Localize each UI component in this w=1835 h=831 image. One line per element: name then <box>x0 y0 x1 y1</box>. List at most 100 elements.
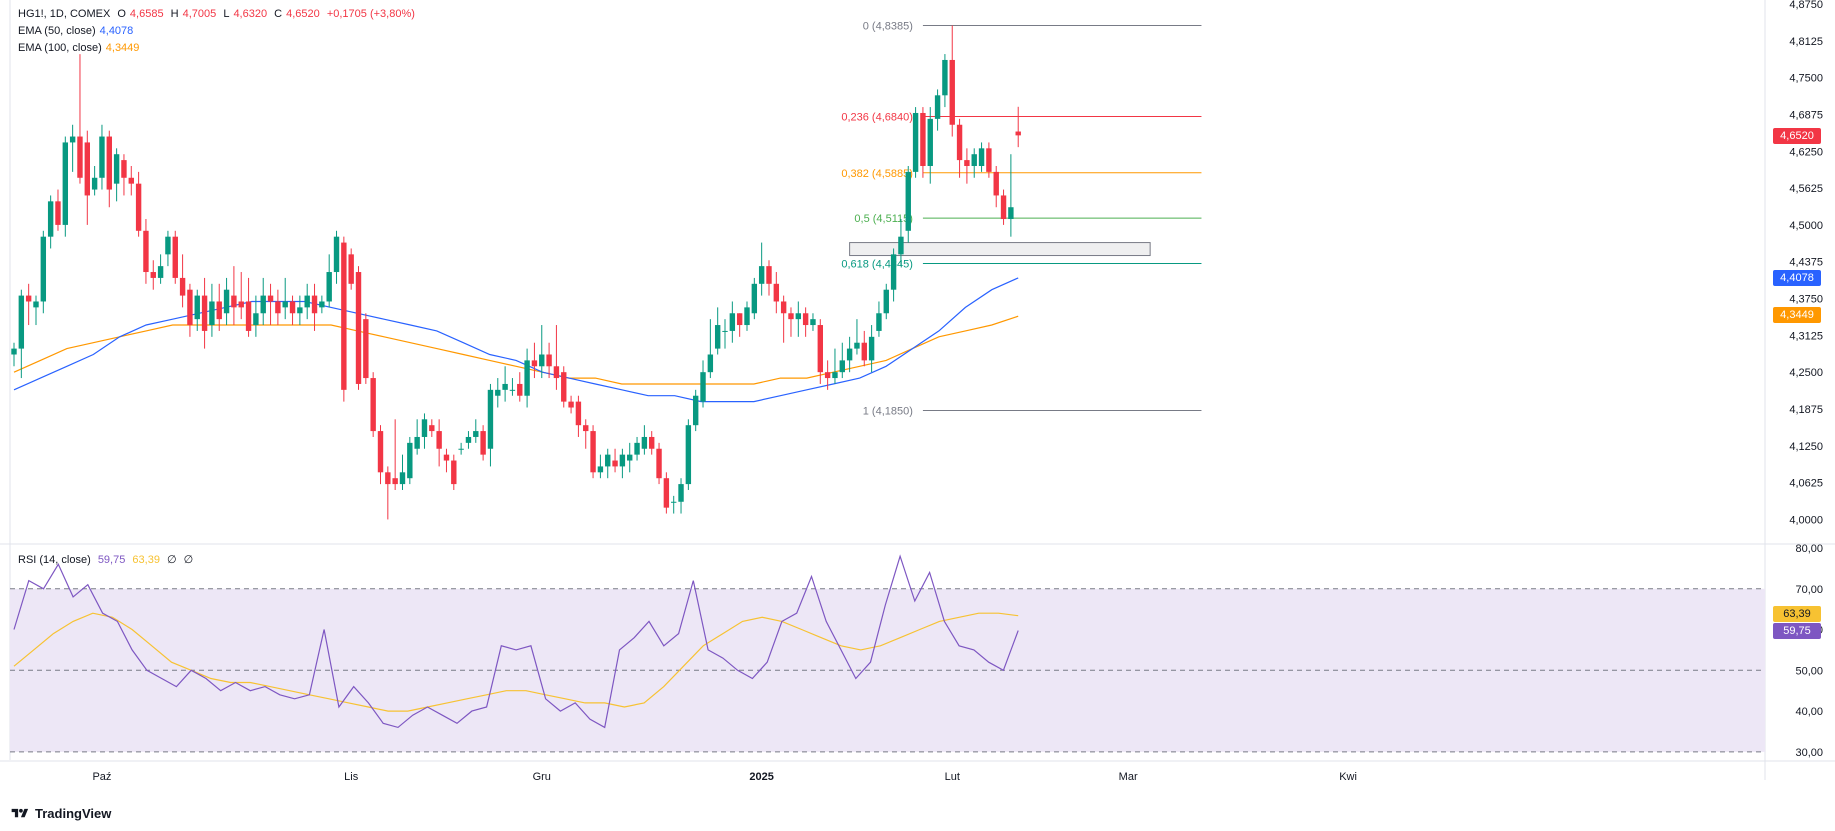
fib-level-label: 0 (4,8385) <box>863 21 913 33</box>
fib-level-label: 1 (4,1850) <box>863 405 913 417</box>
candle-body <box>531 360 538 367</box>
rsi-legend[interactable]: RSI (14, close) 59,75 63,39 ∅ ∅ <box>18 552 197 568</box>
rsi-tick-label: 50,00 <box>1795 665 1823 677</box>
candle-body <box>429 425 435 432</box>
high-value: 4,7005 <box>182 8 217 20</box>
ema100-legend[interactable]: EMA (100, close) 4,3449 <box>18 40 143 56</box>
candle-body <box>267 295 274 302</box>
candle-body <box>912 112 919 172</box>
candle-body <box>641 436 648 449</box>
candle-body <box>113 154 120 184</box>
candle-body <box>810 319 816 326</box>
candle-body <box>480 431 486 455</box>
candle-body <box>868 336 875 361</box>
candle-body <box>649 436 655 449</box>
price-tick-label: 4,1250 <box>1789 441 1823 453</box>
candle-body <box>986 148 992 172</box>
candle-body <box>568 401 574 408</box>
candle-body <box>326 272 332 302</box>
price-tick-label: 4,6875 <box>1789 109 1823 121</box>
candle-body <box>106 136 112 190</box>
candle-body <box>663 478 670 508</box>
candle-body <box>495 389 501 396</box>
candle-body <box>817 325 823 373</box>
candle-body <box>421 419 428 437</box>
candle-body <box>55 201 61 225</box>
candle-body <box>627 454 633 461</box>
price-tick-label: 4,2500 <box>1789 367 1823 379</box>
candle-body <box>363 319 369 379</box>
candle-body <box>289 301 296 314</box>
time-label: 2025 <box>749 771 773 783</box>
candle-body <box>311 295 318 314</box>
rsi-badge: 59,75 <box>1773 623 1821 639</box>
rsi-ma-line <box>13 612 1019 712</box>
candle-body <box>678 484 684 502</box>
candle-body <box>766 266 772 284</box>
candle-body <box>465 436 472 443</box>
ema50-legend[interactable]: EMA (50, close) 4,4078 <box>18 23 137 39</box>
candle-body <box>253 313 259 326</box>
time-label: Lut <box>945 771 960 783</box>
rsi-line <box>13 554 1019 729</box>
candle-body <box>692 395 699 426</box>
candle-body <box>553 366 560 379</box>
candle-body <box>905 171 911 231</box>
price-tick-label: 4,3750 <box>1789 294 1823 306</box>
candle-body <box>524 360 530 396</box>
rsi-ma-badge: 63,39 <box>1773 606 1821 622</box>
candle-body <box>729 313 736 331</box>
price-tick-label: 4,8750 <box>1789 0 1823 11</box>
fib-level-label: 0,5 (4,5115) <box>854 213 913 225</box>
candle-body <box>135 183 142 231</box>
candle-body <box>25 295 32 302</box>
candle-body <box>392 478 398 485</box>
price-tick-label: 4,0625 <box>1789 478 1823 490</box>
candle-body <box>348 254 354 284</box>
low-label: L <box>223 8 230 20</box>
candle-body <box>605 454 611 467</box>
candle-body <box>223 289 230 314</box>
candle-body <box>1008 207 1014 220</box>
time-label: Lis <box>344 771 359 783</box>
last-price-badge: 4,6520 <box>1773 128 1821 144</box>
candle-body <box>304 295 310 308</box>
ema50-line <box>13 277 1019 403</box>
tradingview-logo[interactable]: TradingView <box>9 806 111 821</box>
candle-body <box>201 295 208 331</box>
candle-body <box>231 295 237 308</box>
candle-body <box>157 266 164 278</box>
candle-body <box>172 236 178 278</box>
candle-body <box>993 171 999 196</box>
open-label: O <box>117 8 126 20</box>
candle-body <box>187 289 193 326</box>
candle-body <box>297 307 303 314</box>
high-label: H <box>170 8 179 20</box>
candle-body <box>385 472 391 485</box>
candle-body <box>671 501 677 503</box>
candle-body <box>370 378 376 432</box>
ema100-label: EMA (100, close) <box>18 42 102 54</box>
candle-body <box>700 372 706 402</box>
candle-body <box>1015 131 1021 136</box>
candle-body <box>685 425 692 485</box>
ema100-line <box>13 315 1019 385</box>
candle-body <box>150 272 156 278</box>
candle-body <box>956 124 963 161</box>
candle-body <box>77 136 83 178</box>
rsi-tick-label: 40,00 <box>1795 706 1823 718</box>
candle-body <box>282 301 288 308</box>
candle-body <box>597 466 604 473</box>
price-tick-label: 4,8125 <box>1789 36 1823 48</box>
candle-body <box>473 431 479 437</box>
candle-body <box>780 301 787 314</box>
price-tick-label: 4,5000 <box>1789 220 1823 232</box>
candle-body <box>898 236 904 255</box>
time-label: Gru <box>533 771 551 783</box>
candle-body <box>876 313 882 331</box>
candle-body <box>539 354 545 367</box>
candle-body <box>744 307 750 326</box>
candle-body <box>920 112 926 166</box>
candle-body <box>18 295 25 349</box>
